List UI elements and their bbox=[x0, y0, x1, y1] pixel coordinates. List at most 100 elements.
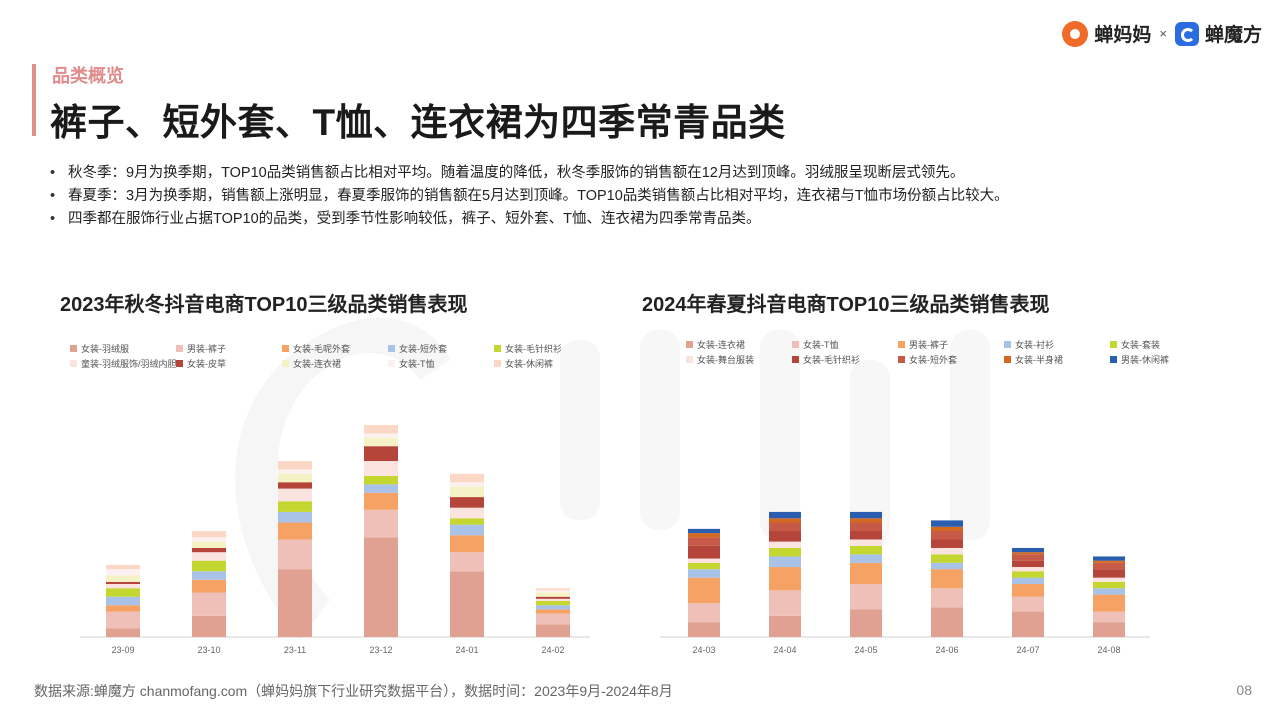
bar-segment bbox=[1012, 554, 1044, 561]
bar-segment bbox=[1093, 569, 1125, 578]
bar-segment bbox=[192, 541, 226, 548]
bar-segment bbox=[1093, 622, 1125, 637]
bar-segment bbox=[1012, 571, 1044, 578]
legend-label: 女装-毛针织衫 bbox=[505, 344, 562, 354]
bar-segment bbox=[850, 609, 882, 637]
bar-segment bbox=[278, 539, 312, 570]
legend-swatch bbox=[792, 341, 799, 348]
bar-segment bbox=[278, 473, 312, 483]
bar-segment bbox=[192, 579, 226, 593]
summary-bullets: 秋冬季：9月为换季期，TOP10品类销售额占比相对平均。随着温度的降低，秋冬季服… bbox=[50, 162, 1009, 231]
bar-segment bbox=[931, 607, 963, 637]
legend-swatch bbox=[494, 345, 501, 352]
bar-segment bbox=[688, 622, 720, 637]
legend-swatch bbox=[494, 360, 501, 367]
bar-segment bbox=[364, 475, 398, 485]
bar-segment bbox=[850, 584, 882, 610]
section-tag: 品类概览 bbox=[52, 66, 124, 86]
page-title: 裤子、短外套、T恤、连衣裙为四季常青品类 bbox=[50, 102, 786, 143]
bar-segment bbox=[450, 552, 484, 572]
legend-swatch bbox=[898, 356, 905, 363]
legend-swatch bbox=[898, 341, 905, 348]
x-tick-label: 23-11 bbox=[284, 645, 306, 655]
brand-separator: × bbox=[1159, 26, 1167, 41]
chart1-legend: 女装-羽绒服 男装-裤子 女装-毛呢外套 女装-短外套 女装-毛针织衫 童装-羽绒服饰/羽… bbox=[70, 342, 610, 376]
legend-label: 女装-短外套 bbox=[399, 344, 447, 354]
bar-segment bbox=[1012, 560, 1044, 568]
legend-label: 男装-裤子 bbox=[909, 340, 948, 350]
page-number: 08 bbox=[1236, 682, 1252, 698]
bar-segment bbox=[106, 581, 140, 584]
bar-segment bbox=[536, 592, 570, 597]
bar-segment bbox=[931, 531, 963, 540]
bar-segment bbox=[850, 562, 882, 584]
brand-logo: 蝉妈妈 × 蝉魔方 bbox=[1062, 20, 1262, 47]
bar-segment bbox=[278, 522, 312, 540]
legend-swatch bbox=[388, 345, 395, 352]
legend-swatch bbox=[686, 341, 693, 348]
bar-segment bbox=[106, 588, 140, 597]
brand-left: 蝉妈妈 bbox=[1094, 24, 1152, 46]
legend-item: 女装-休闲裤 bbox=[494, 357, 553, 370]
legend-label: 女装-T恤 bbox=[399, 359, 435, 369]
bar-segment bbox=[1093, 594, 1125, 612]
bar-segment bbox=[688, 528, 720, 534]
legend-swatch bbox=[282, 360, 289, 367]
bar-segment bbox=[688, 537, 720, 546]
legend-swatch bbox=[70, 345, 77, 352]
legend-label: 女装-半身裙 bbox=[1015, 355, 1063, 365]
bar-segment bbox=[688, 603, 720, 623]
legend-item: 女装-半身裙 bbox=[1004, 353, 1063, 366]
bar-segment bbox=[536, 600, 570, 606]
bar-segment bbox=[769, 541, 801, 548]
legend-item: 女装-短外套 bbox=[898, 353, 957, 366]
bar-segment bbox=[931, 526, 963, 531]
legend-swatch bbox=[1110, 356, 1117, 363]
x-tick-label: 24-06 bbox=[935, 645, 958, 655]
bar-segment bbox=[769, 547, 801, 557]
bar-segment bbox=[364, 446, 398, 462]
legend-item: 男装-休闲裤 bbox=[1110, 353, 1169, 366]
legend-item: 男装-裤子 bbox=[898, 338, 948, 351]
legend-swatch bbox=[1110, 341, 1117, 348]
bar-segment bbox=[1093, 562, 1125, 570]
bar-segment bbox=[450, 486, 484, 498]
bar-segment bbox=[450, 507, 484, 519]
legend-label: 女装-皮草 bbox=[187, 359, 226, 369]
bar-segment bbox=[850, 531, 882, 540]
x-tick-label: 23-12 bbox=[369, 645, 392, 655]
chart1-title: 2023年秋冬抖音电商TOP10三级品类销售表现 bbox=[60, 294, 468, 316]
bar-segment bbox=[1012, 596, 1044, 612]
x-tick-label: 24-07 bbox=[1016, 645, 1039, 655]
bar-segment bbox=[769, 590, 801, 616]
legend-swatch bbox=[388, 360, 395, 367]
legend-label: 男装-休闲裤 bbox=[1121, 355, 1169, 365]
bar-segment bbox=[769, 518, 801, 523]
bar-segment bbox=[450, 535, 484, 553]
chart2-legend: 女装-连衣裙 女装-T恤 男装-裤子 女装-衬衫 女装-套装 女装-舞台服装 女装-毛针织衫… bbox=[686, 338, 1226, 372]
bar-segment bbox=[536, 624, 570, 637]
chanmama-logo-icon bbox=[1062, 20, 1089, 47]
bar-segment bbox=[536, 605, 570, 610]
bar-segment bbox=[688, 545, 720, 559]
bar-segment bbox=[192, 537, 226, 542]
legend-item: 女装-毛针织衫 bbox=[494, 342, 562, 355]
bar-segment bbox=[1093, 577, 1125, 582]
legend-label: 男装-裤子 bbox=[187, 344, 226, 354]
bar-segment bbox=[278, 569, 312, 637]
bar-segment bbox=[1093, 611, 1125, 623]
bar-segment bbox=[364, 433, 398, 438]
bar-segment bbox=[688, 577, 720, 604]
legend-label: 女装-毛呢外套 bbox=[293, 344, 350, 354]
legend-swatch bbox=[1004, 341, 1011, 348]
bar-segment bbox=[769, 522, 801, 531]
bar-segment bbox=[192, 571, 226, 580]
bar-segment bbox=[192, 547, 226, 553]
bar-segment bbox=[364, 425, 398, 434]
bar-segment bbox=[450, 473, 484, 483]
x-tick-label: 24-03 bbox=[692, 645, 715, 655]
legend-item: 男装-裤子 bbox=[176, 342, 226, 355]
bar-segment bbox=[931, 520, 963, 527]
bar-segment bbox=[192, 615, 226, 637]
bar-segment bbox=[106, 569, 140, 576]
